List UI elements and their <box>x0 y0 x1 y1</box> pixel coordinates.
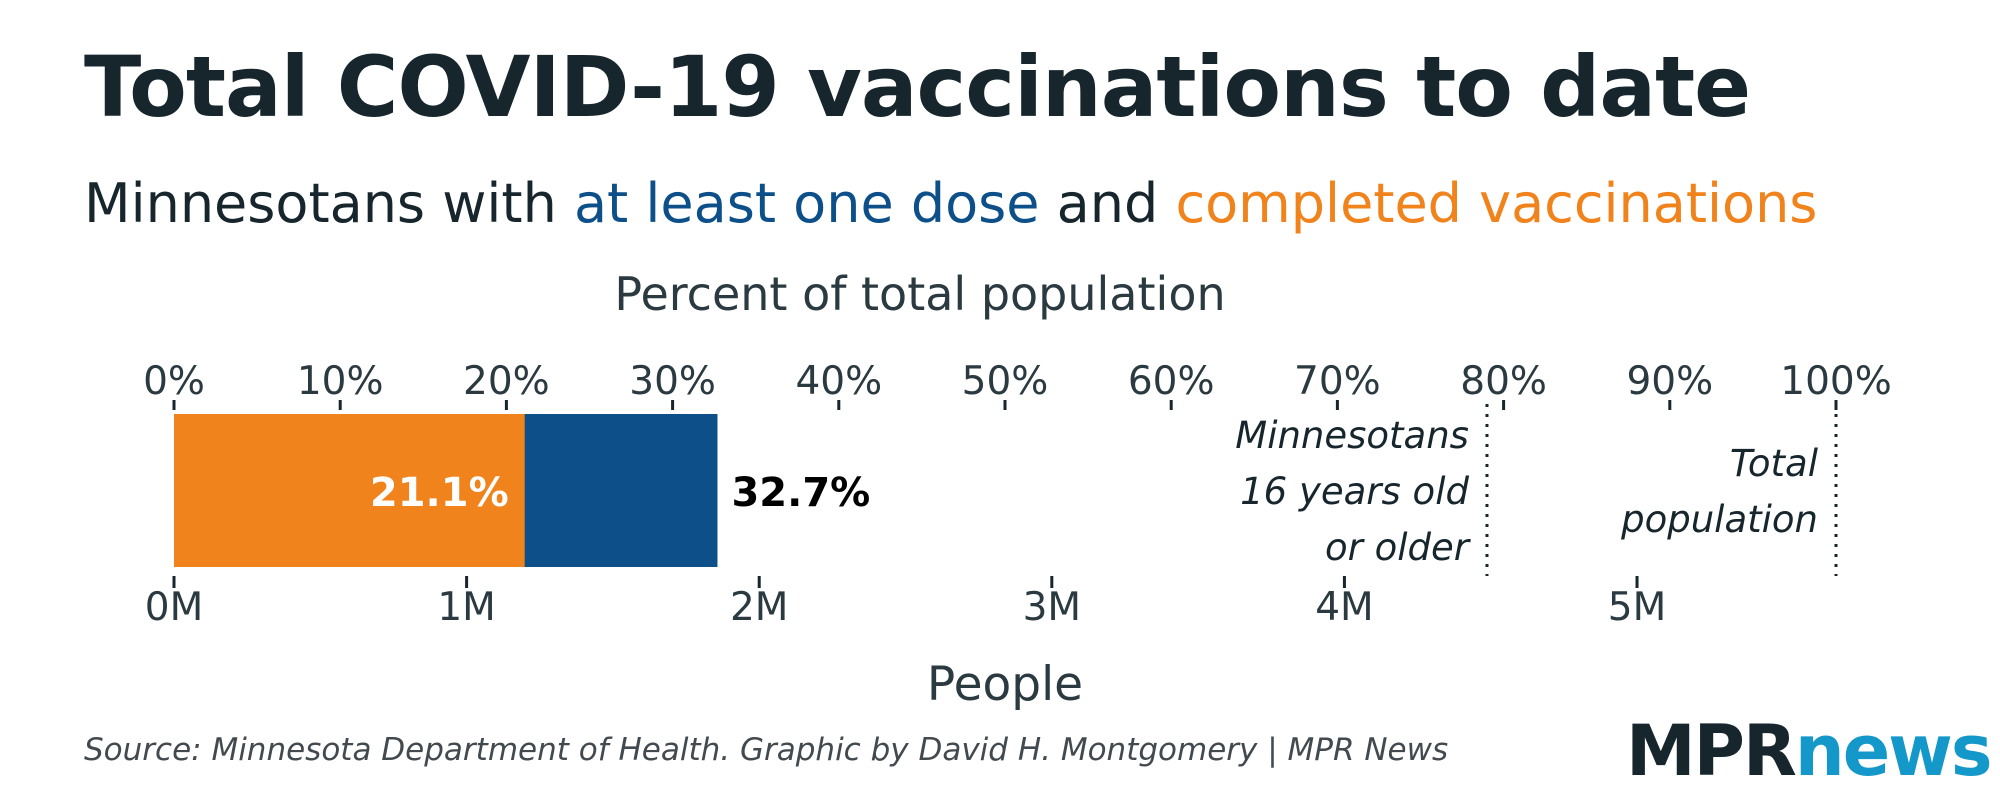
logo-news: news <box>1794 710 1993 792</box>
top-tick-label: 20% <box>463 359 550 404</box>
logo-mpr: MPR <box>1626 710 1797 792</box>
reference-label-total: Total <box>1730 442 1819 485</box>
subtitle-first-dose: at least one dose <box>573 172 1040 235</box>
top-tick-label: 0% <box>143 359 205 404</box>
subtitle-completed: completed vaccinations <box>1175 172 1818 235</box>
bottom-tick-label: 5M <box>1608 585 1666 630</box>
chart-title: Total COVID-19 vaccinations to date <box>84 38 1751 136</box>
bar-label-completed: 21.1% <box>370 470 509 516</box>
mpr-news-logo: MPRnews <box>1626 716 1993 786</box>
reference-label-16-plus: Minnesotans <box>1235 414 1469 457</box>
top-tick-label: 90% <box>1626 359 1713 404</box>
bottom-tick-label: 1M <box>437 585 495 630</box>
reference-label-16-plus: or older <box>1325 526 1472 569</box>
top-tick-label: 50% <box>962 359 1049 404</box>
reference-label-total: population <box>1620 498 1818 541</box>
top-axis-label: Percent of total population <box>614 267 1225 321</box>
bottom-tick-label: 3M <box>1023 585 1081 630</box>
bottom-tick-label: 0M <box>145 585 203 630</box>
top-tick-label: 10% <box>297 359 384 404</box>
subtitle-middle: and <box>1039 172 1176 235</box>
top-tick-label: 80% <box>1460 359 1547 404</box>
bottom-axis-label: People <box>927 657 1083 712</box>
top-tick-label: 70% <box>1294 359 1381 404</box>
bar-label-first-dose: 32.7% <box>731 470 870 516</box>
source-note: Source: Minnesota Department of Health. … <box>84 732 1449 768</box>
bottom-tick-label: 2M <box>730 585 788 630</box>
top-tick-label: 60% <box>1128 359 1215 404</box>
reference-label-16-plus: 16 years old <box>1240 470 1469 513</box>
top-tick-label: 30% <box>629 359 716 404</box>
top-tick-label: 100% <box>1780 359 1892 404</box>
subtitle-prefix: Minnesotans with <box>84 172 574 235</box>
bar-completed <box>174 414 525 567</box>
top-tick-label: 40% <box>795 359 882 404</box>
bottom-tick-label: 4M <box>1315 585 1373 630</box>
chart-subtitle: Minnesotans with at least one dose and c… <box>84 172 1817 235</box>
vaccination-bar-chart: Percent of total population 0% 10% 20% 30% 40… <box>143 267 1892 712</box>
